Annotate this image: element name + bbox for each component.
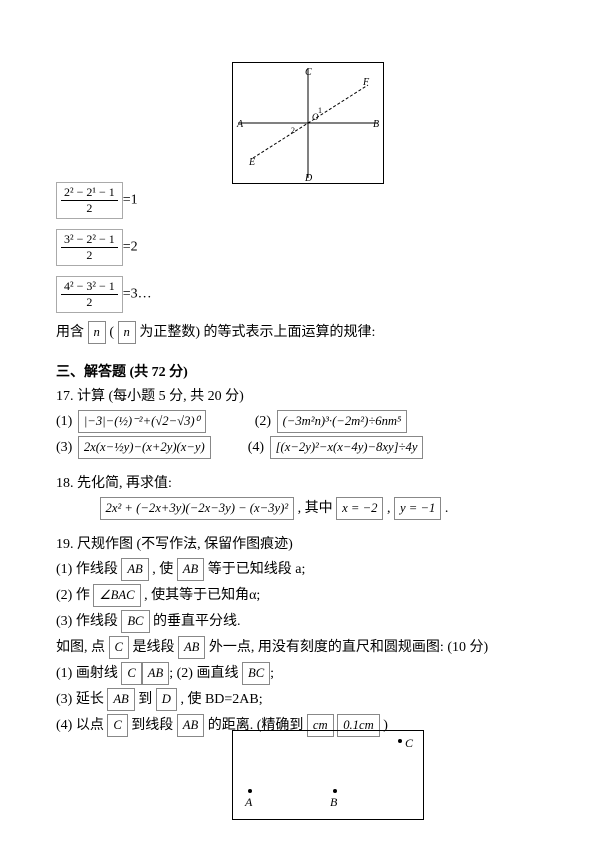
var-n-1: n — [88, 321, 106, 344]
q16-pattern: 2² − 2¹ − 1 2 =1 3² − 2² − 1 2 =2 4² − 3… — [56, 180, 539, 315]
label-1: 1 — [318, 106, 322, 115]
frac1-num: 2² − 2¹ − 1 — [61, 185, 118, 201]
point-A — [248, 789, 252, 793]
q18-line: 2x² + (−2x+3y)(−2x−3y) − (x−3y)² , 其中 x … — [56, 497, 539, 520]
label-F: F — [362, 77, 370, 88]
q18-title: 18. 先化简, 再求值: — [56, 473, 539, 494]
fraction-1: 2² − 2¹ − 1 2 — [56, 182, 123, 219]
label-D: D — [304, 173, 313, 183]
frac1-den: 2 — [61, 201, 118, 216]
task-D: D — [156, 688, 177, 711]
task-AB2: AB — [107, 688, 134, 711]
q20-intro: 如图, 点 C 是线段 AB 外一点, 用没有刻度的直尺和圆规画图: (10 分… — [56, 636, 539, 659]
q19-AB-1: AB — [121, 558, 148, 581]
q20-AB: AB — [178, 636, 205, 659]
q17d-expr: [(x−2y)²−x(x−4y)−8xy]÷4y — [270, 436, 424, 459]
label-B2: B — [330, 795, 337, 810]
frac2-rhs: =2 — [123, 240, 138, 255]
fraction-2: 3² − 2² − 1 2 — [56, 229, 123, 266]
frac1-rhs: =1 — [123, 193, 138, 208]
q20-tasks: (1) 画射线 CAB; (2) 画直线 BC; — [56, 662, 539, 685]
frac3-num: 4² − 3² − 1 — [61, 279, 118, 295]
label-E: E — [248, 157, 255, 168]
task-BC: BC — [242, 662, 270, 685]
diagram-three-points: A B C — [232, 730, 424, 820]
q20-tasks2: (3) 延长 AB 到 D , 使 BD=2AB; — [56, 688, 539, 711]
frac3-rhs: =3… — [123, 287, 152, 302]
point-B — [333, 789, 337, 793]
q17c-expr: 2x(x−½y)−(x+2y)(x−y) — [78, 436, 211, 459]
label-A2: A — [245, 795, 252, 810]
label-B: B — [373, 119, 379, 130]
q19-BAC: ∠BAC — [93, 584, 140, 607]
q16-prompt: 用含 n ( n 为正整数) 的等式表示上面运算的规律: — [56, 321, 539, 344]
q20-C: C — [109, 636, 129, 659]
label-C: C — [305, 67, 312, 78]
q19-line1: (1) 作线段 AB , 使 AB 等于已知线段 a; — [56, 558, 539, 581]
task-AB1: AB — [142, 662, 169, 685]
frac2-num: 3² − 2² − 1 — [61, 232, 118, 248]
q18-expr: 2x² + (−2x+3y)(−2x−3y) − (x−3y)² — [100, 497, 295, 520]
label-2: 2 — [291, 126, 295, 135]
frac2-den: 2 — [61, 248, 118, 263]
q17-title: 17. 计算 (每小题 5 分, 共 20 分) — [56, 386, 539, 407]
label-A: A — [236, 119, 244, 130]
fraction-3: 4² − 3² − 1 2 — [56, 276, 123, 313]
frac3-den: 2 — [61, 295, 118, 310]
section-heading: 三、解答题 (共 72 分) — [56, 362, 539, 383]
q19-BC: BC — [121, 610, 149, 633]
label-C2: C — [405, 736, 413, 751]
q19-title: 19. 尺规作图 (不写作法, 保留作图痕迹) — [56, 534, 539, 555]
q18-x: x = −2 — [336, 497, 383, 520]
q17-items: (1) |−3|−(½)⁻²+(√2−√3)⁰ (2) (−3m²n)³·(−2… — [56, 410, 539, 459]
task-AB3: AB — [177, 714, 204, 737]
q19-line2: (2) 作 ∠BAC , 使其等于已知角α; — [56, 584, 539, 607]
q19-line3: (3) 作线段 BC 的垂直平分线. — [56, 610, 539, 633]
var-n-2: n — [118, 321, 136, 344]
q17a-expr: |−3|−(½)⁻²+(√2−√3)⁰ — [78, 410, 206, 433]
task-C2: C — [107, 714, 127, 737]
q19-AB-2: AB — [177, 558, 204, 581]
q17b-expr: (−3m²n)³·(−2m²)÷6nm⁵ — [277, 410, 408, 433]
q18-y: y = −1 — [394, 497, 441, 520]
point-C — [398, 739, 402, 743]
task-C1: C — [121, 662, 141, 685]
diagram-intersecting-lines: C D A B E F O 1 2 — [232, 62, 384, 184]
